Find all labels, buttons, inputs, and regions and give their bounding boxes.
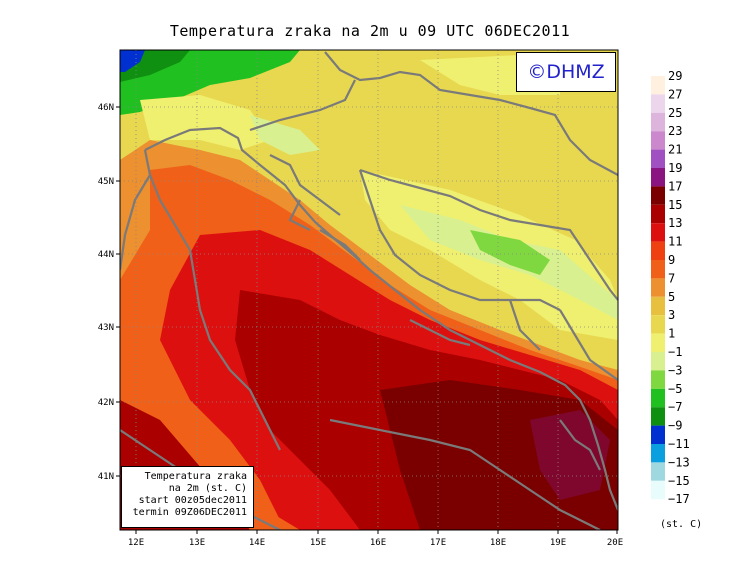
legend-label: −5 [668,382,682,396]
info-box: Temperatura zraka na 2m (st. C) start 00… [121,466,254,528]
legend-label: 29 [668,69,682,83]
legend-swatch [651,149,665,168]
legend-label: 13 [668,216,682,230]
legend-swatch [651,296,665,316]
map-frame [119,49,619,531]
info-line: Temperatura zraka [144,471,247,482]
legend-swatch [651,388,665,408]
legend-label: −9 [668,419,682,433]
legend-label: 15 [668,198,682,212]
page-title: Temperatura zraka na 2m u 09 UTC 06DEC20… [169,22,571,40]
lat-label: 43N [98,323,114,333]
legend-swatch [651,241,665,260]
legend-label: 3 [668,308,675,322]
legend-swatch [651,407,665,426]
legend-label: 19 [668,161,682,175]
legend-swatch [651,223,665,242]
legend-swatch [651,204,665,224]
coastlines [120,51,618,530]
legend-swatch [651,480,665,500]
lon-label: 14E [249,538,265,548]
legend-label: 11 [668,235,682,249]
legend-swatch [651,168,665,187]
grid-lines [120,50,618,530]
legend-swatch [651,186,665,205]
lon-label: 17E [430,538,446,548]
legend-swatch [651,76,665,95]
info-line: na 2m (st. C) [168,483,247,494]
legend-swatch [651,278,665,297]
temperature-field [120,50,618,530]
lon-label: 15E [310,538,326,548]
legend-label: −1 [668,345,682,359]
legend-swatch [651,352,665,371]
lon-label: 19E [550,538,566,548]
legend-label: 17 [668,179,682,193]
legend-label: 7 [668,271,675,285]
legend-label: −7 [668,400,682,414]
info-line: termin 09Z06DEC2011 [132,507,247,518]
legend-swatch [651,315,665,334]
lat-axis: 46N 45N 44N 43N 42N 41N [98,103,120,482]
info-line: start 00z05dec2011 [138,495,247,506]
lat-label: 41N [98,472,114,482]
lat-label: 45N [98,177,114,187]
legend-label: −13 [668,455,690,469]
lon-axis: 12E 13E 14E 15E 16E 17E 18E 19E 20E [128,530,623,548]
legend-label: 9 [668,253,675,267]
lon-label: 16E [370,538,386,548]
legend-swatch [651,425,665,444]
legend-label: −15 [668,474,690,488]
lon-label: 20E [607,538,623,548]
legend-swatch [651,370,665,389]
legend-labels: 29 27 25 23 21 19 17 15 13 11 9 7 5 3 1 −1 −3 −5 −7 −9 −11 −1… [668,69,690,506]
lat-label: 44N [98,250,114,260]
legend-label: −3 [668,363,682,377]
lon-label: 18E [490,538,506,548]
legend-swatch [651,131,665,150]
legend-label: 25 [668,106,682,120]
unit-label: (st. C) [660,519,703,530]
legend-swatch [651,260,665,279]
legend-label: −11 [668,437,690,451]
legend-label: 21 [668,143,682,157]
legend-label: −17 [668,492,690,506]
legend-label: 27 [668,87,682,101]
legend-swatch [651,112,665,132]
legend-swatch [651,333,665,352]
legend-swatch [651,94,665,113]
legend-swatch [651,444,665,463]
lon-label: 12E [128,538,144,548]
lon-label: 13E [189,538,205,548]
lat-label: 42N [98,398,114,408]
color-legend [651,76,665,500]
legend-swatch [651,462,665,481]
legend-label: 23 [668,124,682,138]
legend-label: 5 [668,290,675,304]
dhmz-logo: ©DHMZ [516,52,616,92]
lat-label: 46N [98,103,114,113]
legend-label: 1 [668,327,675,341]
